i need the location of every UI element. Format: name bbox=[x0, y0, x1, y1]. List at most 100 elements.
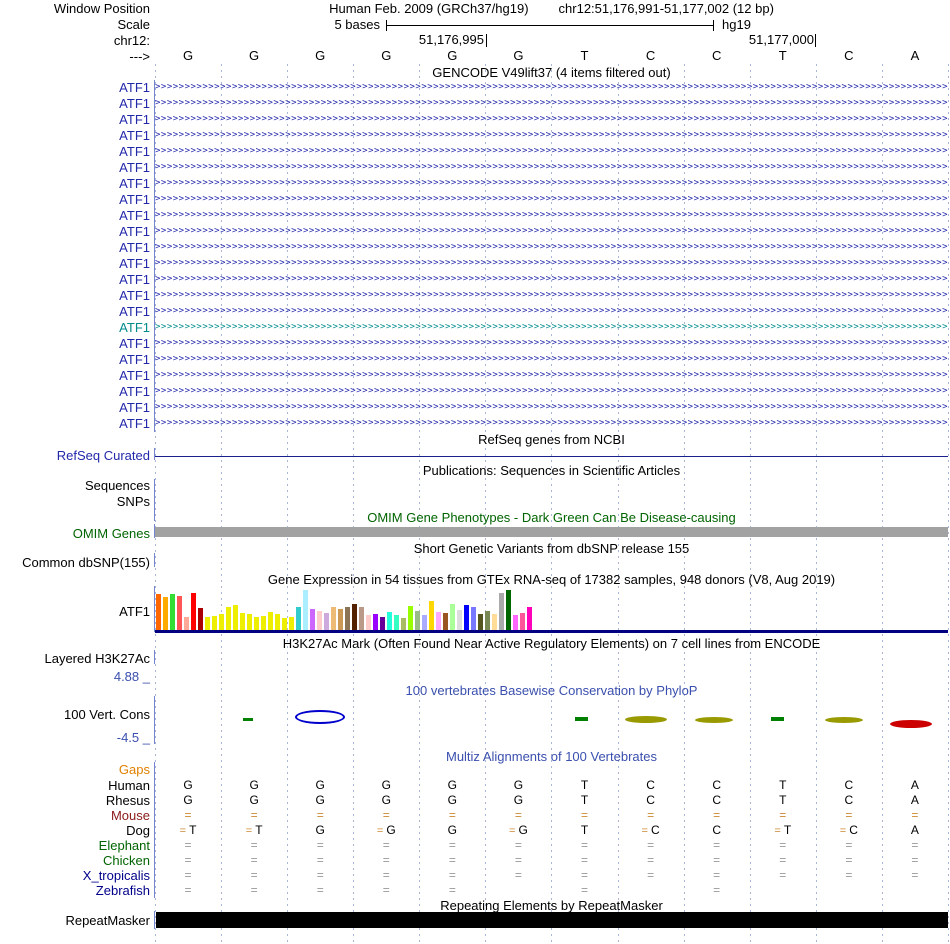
gtex-tissue-bar bbox=[205, 617, 210, 630]
gene-label[interactable]: ATF1 bbox=[119, 224, 150, 239]
alignment-row[interactable]: Human G G G G G G T C C T C A bbox=[0, 778, 950, 793]
alignment-row[interactable]: Chicken = = = = = = = = = = = = bbox=[0, 853, 950, 868]
species-label[interactable]: Human bbox=[108, 778, 150, 793]
gene-label[interactable]: ATF1 bbox=[119, 416, 150, 431]
conservation-mark bbox=[825, 717, 863, 723]
alignment-cells: = = = = = = = bbox=[155, 883, 948, 898]
aligned-base: T bbox=[189, 823, 197, 837]
gene-label[interactable]: ATF1 bbox=[119, 96, 150, 111]
gene-row[interactable]: ATF1 >>>>>>>>>>>>>>>>>>>>>>>>>>>>>>>>>>>>… bbox=[0, 128, 950, 144]
gene-label[interactable]: ATF1 bbox=[119, 368, 150, 383]
gene-row[interactable]: ATF1 >>>>>>>>>>>>>>>>>>>>>>>>>>>>>>>>>>>>… bbox=[0, 80, 950, 96]
snps-track-label[interactable]: SNPs bbox=[116, 494, 150, 509]
gene-label[interactable]: ATF1 bbox=[119, 256, 150, 271]
gene-row[interactable]: ATF1 >>>>>>>>>>>>>>>>>>>>>>>>>>>>>>>>>>>>… bbox=[0, 384, 950, 400]
refseq-gene-line[interactable] bbox=[155, 456, 948, 457]
column-gridline bbox=[155, 64, 156, 944]
gtex-tissue-bar bbox=[429, 601, 434, 630]
alignment-row[interactable]: Elephant = = = = = = = = = = = = bbox=[0, 838, 950, 853]
gtex-tissue-bar bbox=[499, 593, 504, 630]
alignment-row[interactable]: Mouse = = = = = = = = = = = = bbox=[0, 808, 950, 823]
repeatmasker-track-label[interactable]: RepeatMasker bbox=[65, 913, 150, 928]
gene-label[interactable]: ATF1 bbox=[119, 352, 150, 367]
gene-row[interactable]: ATF1 >>>>>>>>>>>>>>>>>>>>>>>>>>>>>>>>>>>>… bbox=[0, 368, 950, 384]
gtex-track-title[interactable]: Gene Expression in 54 tissues from GTEx … bbox=[267, 572, 836, 587]
gene-row[interactable]: ATF1 >>>>>>>>>>>>>>>>>>>>>>>>>>>>>>>>>>>>… bbox=[0, 256, 950, 272]
sequences-track-label[interactable]: Sequences bbox=[84, 478, 150, 493]
repeatmasker-track-title[interactable]: Repeating Elements by RepeatMasker bbox=[440, 898, 663, 913]
gene-row[interactable]: ATF1 >>>>>>>>>>>>>>>>>>>>>>>>>>>>>>>>>>>>… bbox=[0, 96, 950, 112]
gtex-tissue-bar bbox=[226, 607, 231, 630]
gene-label[interactable]: ATF1 bbox=[119, 144, 150, 159]
gene-row[interactable]: ATF1 >>>>>>>>>>>>>>>>>>>>>>>>>>>>>>>>>>>>… bbox=[0, 144, 950, 160]
gene-label[interactable]: ATF1 bbox=[119, 336, 150, 351]
publications-track-title[interactable]: Publications: Sequences in Scientific Ar… bbox=[422, 463, 681, 478]
gene-label[interactable]: ATF1 bbox=[119, 160, 150, 175]
column-gridline bbox=[221, 64, 222, 944]
gene-label[interactable]: ATF1 bbox=[119, 128, 150, 143]
alignment-row[interactable]: X_tropicalis = = = = = = = = = = = = bbox=[0, 868, 950, 883]
gene-row[interactable]: ATF1 >>>>>>>>>>>>>>>>>>>>>>>>>>>>>>>>>>>>… bbox=[0, 224, 950, 240]
species-label[interactable]: Zebrafish bbox=[95, 883, 150, 898]
gene-row[interactable]: ATF1 >>>>>>>>>>>>>>>>>>>>>>>>>>>>>>>>>>>>… bbox=[0, 336, 950, 352]
omim-gene-bar[interactable] bbox=[155, 527, 948, 537]
gene-row[interactable]: ATF1 >>>>>>>>>>>>>>>>>>>>>>>>>>>>>>>>>>>>… bbox=[0, 400, 950, 416]
gtex-expression-barchart[interactable] bbox=[156, 588, 532, 630]
alignment-base bbox=[750, 883, 816, 898]
refseq-curated-label[interactable]: RefSeq Curated bbox=[56, 448, 150, 463]
species-label[interactable]: Rhesus bbox=[105, 793, 150, 808]
gene-label[interactable]: ATF1 bbox=[119, 272, 150, 287]
species-label[interactable]: Mouse bbox=[110, 808, 150, 823]
dbsnp-track-title[interactable]: Short Genetic Variants from dbSNP releas… bbox=[413, 541, 690, 556]
gene-label[interactable]: ATF1 bbox=[119, 320, 150, 335]
conservation-track-label[interactable]: 100 Vert. Cons bbox=[64, 707, 150, 722]
alignment-base: = bbox=[647, 838, 655, 852]
h3k27ac-track-title[interactable]: H3K27Ac Mark (Often Found Near Active Re… bbox=[282, 636, 821, 651]
multiz-track-title[interactable]: Multiz Alignments of 100 Vertebrates bbox=[445, 749, 657, 764]
gene-label[interactable]: ATF1 bbox=[119, 192, 150, 207]
conservation-wiggle-track[interactable] bbox=[155, 698, 948, 744]
gene-label[interactable]: ATF1 bbox=[119, 176, 150, 191]
gene-label[interactable]: ATF1 bbox=[119, 304, 150, 319]
base-letter: T bbox=[580, 48, 589, 63]
gene-row[interactable]: ATF1 >>>>>>>>>>>>>>>>>>>>>>>>>>>>>>>>>>>>… bbox=[0, 176, 950, 192]
gencode-track-title[interactable]: GENCODE V49lift37 (4 items filtered out) bbox=[432, 65, 671, 80]
species-label[interactable]: Elephant bbox=[98, 838, 150, 853]
gene-row[interactable]: ATF1 >>>>>>>>>>>>>>>>>>>>>>>>>>>>>>>>>>>>… bbox=[0, 240, 950, 256]
gene-label[interactable]: ATF1 bbox=[119, 400, 150, 415]
gene-row[interactable]: ATF1 >>>>>>>>>>>>>>>>>>>>>>>>>>>>>>>>>>>>… bbox=[0, 272, 950, 288]
species-label[interactable]: Dog bbox=[126, 823, 150, 838]
gene-label[interactable]: ATF1 bbox=[119, 288, 150, 303]
gene-label[interactable]: ATF1 bbox=[119, 240, 150, 255]
omim-genes-label[interactable]: OMIM Genes bbox=[72, 526, 150, 541]
gene-row[interactable]: ATF1 >>>>>>>>>>>>>>>>>>>>>>>>>>>>>>>>>>>>… bbox=[0, 304, 950, 320]
scale-label: Scale bbox=[117, 17, 150, 32]
species-label[interactable]: X_tropicalis bbox=[82, 868, 150, 883]
gene-label[interactable]: ATF1 bbox=[119, 112, 150, 127]
omim-track-title[interactable]: OMIM Gene Phenotypes - Dark Green Can Be… bbox=[367, 510, 736, 525]
refseq-track-title[interactable]: RefSeq genes from NCBI bbox=[478, 432, 625, 447]
gene-label[interactable]: ATF1 bbox=[119, 80, 150, 95]
gene-row[interactable]: ATF1 >>>>>>>>>>>>>>>>>>>>>>>>>>>>>>>>>>>>… bbox=[0, 192, 950, 208]
dbsnp-track-label[interactable]: Common dbSNP(155) bbox=[22, 555, 150, 570]
gene-row[interactable]: ATF1 >>>>>>>>>>>>>>>>>>>>>>>>>>>>>>>>>>>>… bbox=[0, 352, 950, 368]
gtex-gene-label[interactable]: ATF1 bbox=[119, 604, 150, 619]
gene-row[interactable]: ATF1 >>>>>>>>>>>>>>>>>>>>>>>>>>>>>>>>>>>>… bbox=[0, 160, 950, 176]
gene-row[interactable]: ATF1 >>>>>>>>>>>>>>>>>>>>>>>>>>>>>>>>>>>>… bbox=[0, 320, 950, 336]
gene-label[interactable]: ATF1 bbox=[119, 208, 150, 223]
species-label[interactable]: Chicken bbox=[103, 853, 150, 868]
h3k27ac-track-label[interactable]: Layered H3K27Ac bbox=[44, 651, 150, 666]
alignment-row[interactable]: Zebrafish = = = = = = = bbox=[0, 883, 950, 898]
gene-row[interactable]: ATF1 >>>>>>>>>>>>>>>>>>>>>>>>>>>>>>>>>>>>… bbox=[0, 208, 950, 224]
alignment-row[interactable]: Rhesus G G G G G G T C C T C A bbox=[0, 793, 950, 808]
gene-row[interactable]: ATF1 >>>>>>>>>>>>>>>>>>>>>>>>>>>>>>>>>>>>… bbox=[0, 416, 950, 432]
repeatmasker-element-bar[interactable] bbox=[156, 912, 948, 928]
gtex-tissue-bar bbox=[422, 615, 427, 630]
conservation-max-label: 4.88 _ bbox=[113, 669, 150, 684]
conservation-track-title[interactable]: 100 vertebrates Basewise Conservation by… bbox=[405, 683, 698, 698]
gene-label[interactable]: ATF1 bbox=[119, 384, 150, 399]
gene-row[interactable]: ATF1 >>>>>>>>>>>>>>>>>>>>>>>>>>>>>>>>>>>>… bbox=[0, 288, 950, 304]
gene-row[interactable]: ATF1 >>>>>>>>>>>>>>>>>>>>>>>>>>>>>>>>>>>>… bbox=[0, 112, 950, 128]
